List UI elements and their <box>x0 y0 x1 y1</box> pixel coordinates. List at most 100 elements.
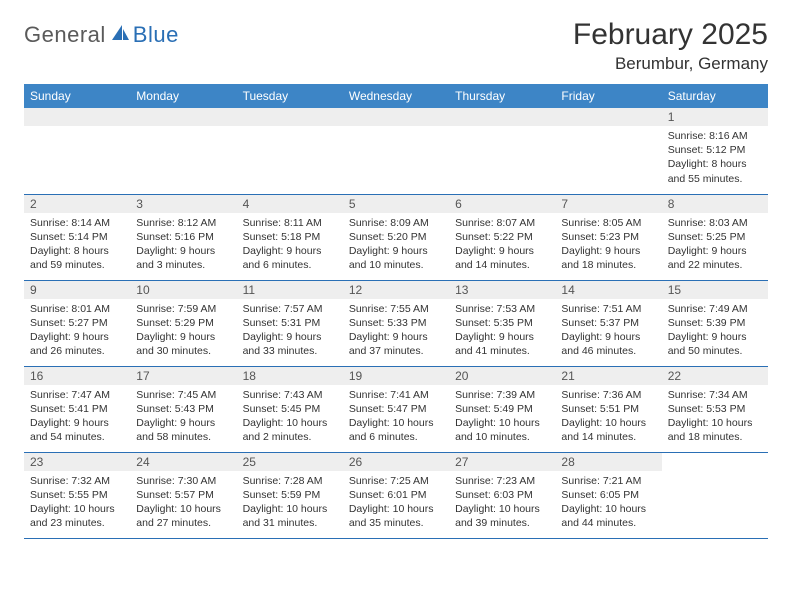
day-number: 1 <box>662 108 768 126</box>
calendar-day-cell: 8Sunrise: 8:03 AMSunset: 5:25 PMDaylight… <box>662 194 768 280</box>
calendar-day-cell: 14Sunrise: 7:51 AMSunset: 5:37 PMDayligh… <box>555 280 661 366</box>
sunset-line: Sunset: 5:33 PM <box>349 316 443 330</box>
weekday-header: Monday <box>130 84 236 108</box>
calendar-day-cell: 7Sunrise: 8:05 AMSunset: 5:23 PMDaylight… <box>555 194 661 280</box>
calendar-day-cell: 25Sunrise: 7:28 AMSunset: 5:59 PMDayligh… <box>237 452 343 538</box>
weekday-header-row: Sunday Monday Tuesday Wednesday Thursday… <box>24 84 768 108</box>
day-number: 19 <box>343 367 449 385</box>
daylight-line: Daylight: 9 hours and 22 minutes. <box>668 244 762 272</box>
sunset-line: Sunset: 5:41 PM <box>30 402 124 416</box>
day-number: 4 <box>237 195 343 213</box>
calendar-day-cell: 27Sunrise: 7:23 AMSunset: 6:03 PMDayligh… <box>449 452 555 538</box>
day-number: 11 <box>237 281 343 299</box>
day-details: Sunrise: 7:57 AMSunset: 5:31 PMDaylight:… <box>237 299 343 365</box>
sunset-line: Sunset: 5:20 PM <box>349 230 443 244</box>
daylight-line: Daylight: 10 hours and 2 minutes. <box>243 416 337 444</box>
day-number: 28 <box>555 453 661 471</box>
calendar-day-cell <box>662 452 768 538</box>
sunrise-line: Sunrise: 7:49 AM <box>668 302 762 316</box>
day-details: Sunrise: 8:01 AMSunset: 5:27 PMDaylight:… <box>24 299 130 365</box>
calendar-day-cell: 17Sunrise: 7:45 AMSunset: 5:43 PMDayligh… <box>130 366 236 452</box>
daylight-line: Daylight: 10 hours and 39 minutes. <box>455 502 549 530</box>
day-details: Sunrise: 8:11 AMSunset: 5:18 PMDaylight:… <box>237 213 343 279</box>
day-number: 10 <box>130 281 236 299</box>
sunrise-line: Sunrise: 8:14 AM <box>30 216 124 230</box>
sunrise-line: Sunrise: 8:09 AM <box>349 216 443 230</box>
day-number: 26 <box>343 453 449 471</box>
sunset-line: Sunset: 5:18 PM <box>243 230 337 244</box>
sunrise-line: Sunrise: 8:03 AM <box>668 216 762 230</box>
calendar-day-cell: 23Sunrise: 7:32 AMSunset: 5:55 PMDayligh… <box>24 452 130 538</box>
sunrise-line: Sunrise: 7:55 AM <box>349 302 443 316</box>
daylight-line: Daylight: 9 hours and 37 minutes. <box>349 330 443 358</box>
calendar-page: General Blue February 2025 Berumbur, Ger… <box>0 0 792 539</box>
day-details: Sunrise: 8:07 AMSunset: 5:22 PMDaylight:… <box>449 213 555 279</box>
daylight-line: Daylight: 10 hours and 10 minutes. <box>455 416 549 444</box>
sunrise-line: Sunrise: 8:12 AM <box>136 216 230 230</box>
day-number: 2 <box>24 195 130 213</box>
day-number: 22 <box>662 367 768 385</box>
calendar-day-cell: 24Sunrise: 7:30 AMSunset: 5:57 PMDayligh… <box>130 452 236 538</box>
daylight-line: Daylight: 8 hours and 55 minutes. <box>668 157 762 185</box>
day-number-empty <box>555 108 661 126</box>
calendar-day-cell: 28Sunrise: 7:21 AMSunset: 6:05 PMDayligh… <box>555 452 661 538</box>
day-details: Sunrise: 7:51 AMSunset: 5:37 PMDaylight:… <box>555 299 661 365</box>
logo-text-blue: Blue <box>133 22 179 48</box>
title-block: February 2025 Berumbur, Germany <box>573 18 768 74</box>
calendar-day-cell <box>130 108 236 194</box>
day-number: 15 <box>662 281 768 299</box>
sunrise-line: Sunrise: 8:11 AM <box>243 216 337 230</box>
sunset-line: Sunset: 5:35 PM <box>455 316 549 330</box>
sunset-line: Sunset: 5:43 PM <box>136 402 230 416</box>
day-number: 16 <box>24 367 130 385</box>
calendar-day-cell: 11Sunrise: 7:57 AMSunset: 5:31 PMDayligh… <box>237 280 343 366</box>
weekday-header: Sunday <box>24 84 130 108</box>
daylight-line: Daylight: 10 hours and 31 minutes. <box>243 502 337 530</box>
sunset-line: Sunset: 5:14 PM <box>30 230 124 244</box>
day-number: 27 <box>449 453 555 471</box>
day-details: Sunrise: 8:16 AMSunset: 5:12 PMDaylight:… <box>662 126 768 192</box>
weekday-header: Tuesday <box>237 84 343 108</box>
day-details: Sunrise: 7:34 AMSunset: 5:53 PMDaylight:… <box>662 385 768 451</box>
sunrise-line: Sunrise: 7:41 AM <box>349 388 443 402</box>
sunrise-line: Sunrise: 7:34 AM <box>668 388 762 402</box>
day-details: Sunrise: 7:32 AMSunset: 5:55 PMDaylight:… <box>24 471 130 537</box>
weekday-header: Saturday <box>662 84 768 108</box>
day-number: 20 <box>449 367 555 385</box>
sunrise-line: Sunrise: 7:45 AM <box>136 388 230 402</box>
calendar-day-cell <box>343 108 449 194</box>
day-details: Sunrise: 7:53 AMSunset: 5:35 PMDaylight:… <box>449 299 555 365</box>
sunrise-line: Sunrise: 8:01 AM <box>30 302 124 316</box>
sunrise-line: Sunrise: 7:32 AM <box>30 474 124 488</box>
sunrise-line: Sunrise: 8:16 AM <box>668 129 762 143</box>
calendar-day-cell <box>24 108 130 194</box>
sunset-line: Sunset: 5:12 PM <box>668 143 762 157</box>
day-details: Sunrise: 7:30 AMSunset: 5:57 PMDaylight:… <box>130 471 236 537</box>
weekday-header: Thursday <box>449 84 555 108</box>
sunset-line: Sunset: 5:45 PM <box>243 402 337 416</box>
calendar-day-cell: 1Sunrise: 8:16 AMSunset: 5:12 PMDaylight… <box>662 108 768 194</box>
day-details: Sunrise: 7:28 AMSunset: 5:59 PMDaylight:… <box>237 471 343 537</box>
page-header: General Blue February 2025 Berumbur, Ger… <box>24 18 768 74</box>
sunset-line: Sunset: 5:49 PM <box>455 402 549 416</box>
calendar-day-cell <box>237 108 343 194</box>
sunrise-line: Sunrise: 7:36 AM <box>561 388 655 402</box>
day-number: 5 <box>343 195 449 213</box>
sunset-line: Sunset: 6:05 PM <box>561 488 655 502</box>
day-details: Sunrise: 8:05 AMSunset: 5:23 PMDaylight:… <box>555 213 661 279</box>
day-number: 6 <box>449 195 555 213</box>
daylight-line: Daylight: 8 hours and 59 minutes. <box>30 244 124 272</box>
sunrise-line: Sunrise: 7:47 AM <box>30 388 124 402</box>
daylight-line: Daylight: 9 hours and 14 minutes. <box>455 244 549 272</box>
daylight-line: Daylight: 10 hours and 6 minutes. <box>349 416 443 444</box>
day-details: Sunrise: 8:09 AMSunset: 5:20 PMDaylight:… <box>343 213 449 279</box>
day-number-empty <box>24 108 130 126</box>
day-number-empty <box>662 453 768 471</box>
day-number: 9 <box>24 281 130 299</box>
sunrise-line: Sunrise: 7:28 AM <box>243 474 337 488</box>
sunset-line: Sunset: 5:23 PM <box>561 230 655 244</box>
day-number-empty <box>449 108 555 126</box>
weekday-header: Friday <box>555 84 661 108</box>
day-details: Sunrise: 7:55 AMSunset: 5:33 PMDaylight:… <box>343 299 449 365</box>
daylight-line: Daylight: 10 hours and 23 minutes. <box>30 502 124 530</box>
